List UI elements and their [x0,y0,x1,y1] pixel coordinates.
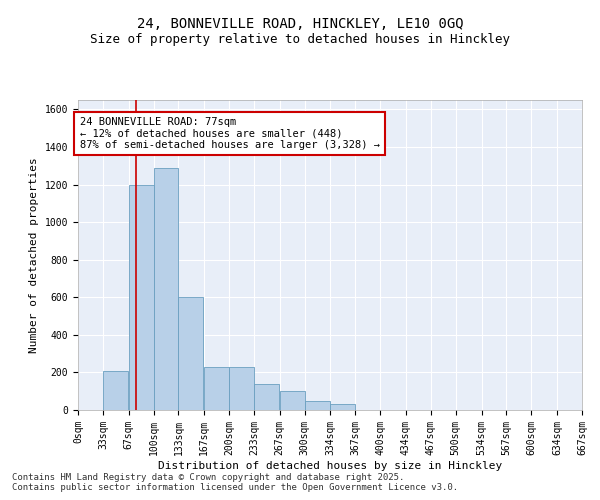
Text: Size of property relative to detached houses in Hinckley: Size of property relative to detached ho… [90,32,510,46]
Bar [178,298,203,410]
Bar [154,168,178,410]
Text: Contains HM Land Registry data © Crown copyright and database right 2025.: Contains HM Land Registry data © Crown c… [12,472,404,482]
Text: 24 BONNEVILLE ROAD: 77sqm
← 12% of detached houses are smaller (448)
87% of semi: 24 BONNEVILLE ROAD: 77sqm ← 12% of detac… [80,117,380,150]
Bar [280,391,305,410]
X-axis label: Distribution of detached houses by size in Hinckley: Distribution of detached houses by size … [158,460,502,470]
Text: 24, BONNEVILLE ROAD, HINCKLEY, LE10 0GQ: 24, BONNEVILLE ROAD, HINCKLEY, LE10 0GQ [137,18,463,32]
Bar [331,404,355,410]
Bar [254,384,279,410]
Bar [229,367,254,410]
Y-axis label: Number of detached properties: Number of detached properties [29,157,39,353]
Text: Contains public sector information licensed under the Open Government Licence v3: Contains public sector information licen… [12,484,458,492]
Bar [305,400,329,410]
Bar [103,370,128,410]
Bar [128,184,154,410]
Bar [204,367,229,410]
